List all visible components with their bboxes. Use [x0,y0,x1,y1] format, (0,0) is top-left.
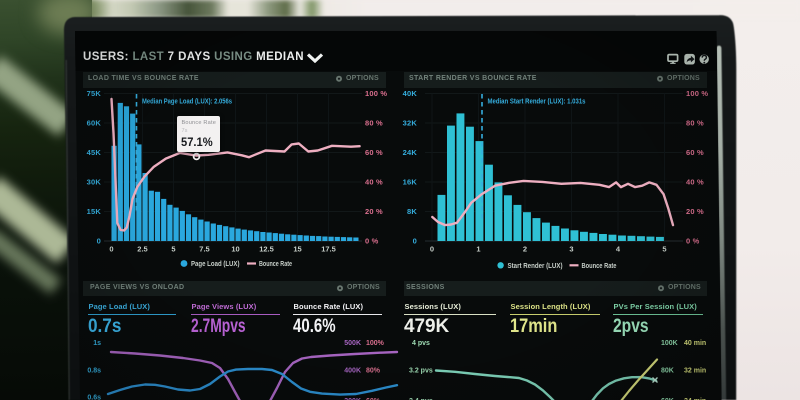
svg-text:0 %: 0 % [686,237,700,246]
svg-text:80%: 80% [366,368,381,375]
svg-text:4: 4 [616,245,621,254]
svg-text:2.4 pvs: 2.4 pvs [409,398,433,400]
svg-text:4 pvs: 4 pvs [412,340,430,347]
svg-text:60%: 60% [366,398,381,400]
svg-text:100K: 100K [661,340,678,347]
svg-text:75K: 75K [87,89,102,98]
svg-text:20 %: 20 % [686,207,704,216]
svg-text:24K: 24K [403,148,418,157]
svg-text:40 %: 40 % [365,178,383,187]
svg-text:20 %: 20 % [365,207,383,216]
svg-text:40 %: 40 % [686,178,704,187]
svg-text:Median Start Render (LUX): 1.0: Median Start Render (LUX): 1.031s [488,99,586,106]
svg-text:24 min: 24 min [684,398,706,400]
svg-text:80 %: 80 % [365,119,383,128]
svg-text:100 %: 100 % [686,89,708,98]
svg-text:500K: 500K [344,340,361,347]
svg-text:32 min: 32 min [684,368,706,375]
svg-text:15K: 15K [87,207,102,216]
svg-text:3.2 pvs: 3.2 pvs [409,368,433,375]
svg-text:17.5: 17.5 [321,245,336,254]
svg-text:30K: 30K [87,178,102,187]
svg-text:300K: 300K [344,398,361,400]
svg-text:Page Load (LUX): Page Load (LUX) [191,261,240,268]
svg-text:Bounce Rate: Bounce Rate [259,261,292,268]
svg-text:16K: 16K [403,178,418,187]
svg-text:0 %: 0 % [365,237,379,246]
svg-text:400K: 400K [344,368,361,375]
svg-text:Median Page Load (LUX): 2.056s: Median Page Load (LUX): 2.056s [142,99,232,106]
svg-text:2.5: 2.5 [137,245,147,254]
svg-text:60 %: 60 % [686,148,704,157]
svg-text:1s: 1s [93,340,101,347]
svg-text:32K: 32K [403,119,418,128]
svg-text:0.6s: 0.6s [87,395,101,400]
svg-text:15: 15 [293,245,301,254]
svg-text:2: 2 [523,245,527,254]
svg-text:7.5: 7.5 [199,245,209,254]
svg-text:80K: 80K [661,368,674,375]
svg-text:0: 0 [97,237,101,246]
svg-text:3: 3 [569,245,573,254]
svg-text:0: 0 [430,245,434,254]
svg-text:Bounce Rate: Bounce Rate [582,263,617,270]
svg-text:1: 1 [476,245,480,254]
svg-text:100%: 100% [366,340,385,347]
svg-text:12.5: 12.5 [259,245,274,254]
svg-text:40 min: 40 min [684,340,706,347]
svg-text:5: 5 [171,245,175,254]
svg-text:0: 0 [109,245,113,254]
svg-text:5: 5 [662,245,666,254]
svg-text:10: 10 [231,245,239,254]
svg-text:60 %: 60 % [365,148,383,157]
svg-text:8K: 8K [407,207,417,216]
svg-text:0: 0 [413,237,417,246]
svg-text:80 %: 80 % [686,119,704,128]
svg-text:100 %: 100 % [365,89,387,98]
svg-text:60K: 60K [87,119,102,128]
svg-text:60K: 60K [661,398,674,400]
svg-text:40K: 40K [403,89,418,98]
svg-text:Start Render (LUX): Start Render (LUX) [508,263,563,270]
svg-text:45K: 45K [87,148,102,157]
svg-text:0.8s: 0.8s [87,368,101,375]
